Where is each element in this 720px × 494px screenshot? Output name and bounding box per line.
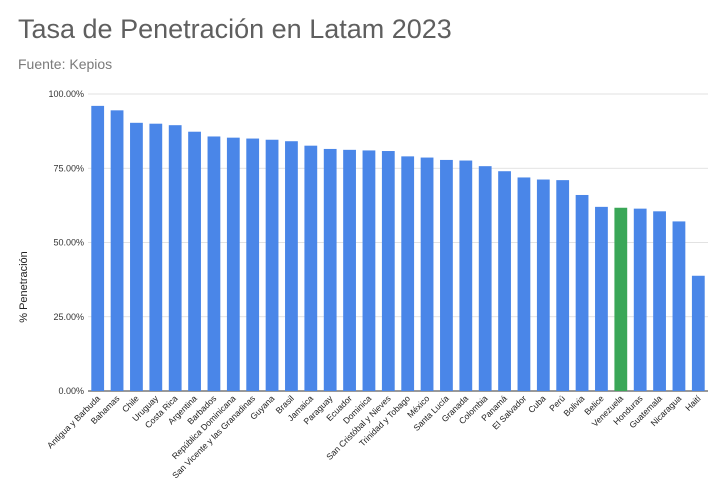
bar (130, 122, 143, 392)
bar (226, 137, 240, 391)
x-tick-label: Haití (683, 393, 703, 413)
bar (362, 150, 376, 391)
bar (575, 194, 589, 391)
bar (420, 157, 434, 391)
bar (614, 207, 628, 391)
bar (478, 166, 492, 391)
bar (459, 160, 473, 391)
x-tick-label: Cuba (526, 393, 548, 415)
bar (246, 138, 260, 391)
x-tick-label: Bolivia (561, 393, 586, 418)
y-tick-label: 75.00% (53, 163, 84, 173)
bar (653, 211, 666, 391)
chart-subtitle: Fuente: Kepios (18, 56, 113, 72)
bar (381, 151, 395, 391)
bar-series (91, 105, 705, 392)
bar (343, 149, 356, 391)
bar (149, 123, 163, 391)
bar (285, 141, 298, 391)
chart-title: Tasa de Penetración en Latam 2023 (18, 14, 452, 44)
bar (440, 159, 453, 391)
x-axis-labels: Antigua y BarbudaBahamasChileUruguayCost… (45, 393, 703, 481)
bar (304, 145, 318, 391)
bar (323, 148, 337, 391)
bar (110, 110, 124, 392)
y-tick-label: 50.00% (53, 238, 84, 248)
y-tick-label: 0.00% (58, 386, 84, 396)
bar (265, 139, 279, 391)
y-axis-ticks: 0.00% 25.00% 50.00% 75.00% 100.00% (48, 89, 84, 396)
bar (498, 171, 511, 391)
bar (672, 221, 686, 391)
y-axis-label: % Penetración (18, 251, 30, 323)
y-tick-label: 25.00% (53, 312, 84, 322)
bar (207, 136, 221, 391)
bar (517, 177, 531, 391)
y-tick-label: 100.00% (48, 89, 84, 99)
bar (556, 180, 570, 391)
bar (595, 206, 608, 391)
bar (91, 105, 105, 391)
bar (401, 156, 415, 391)
bar (188, 131, 201, 391)
bar (691, 275, 705, 391)
bar (633, 208, 647, 391)
bar (168, 125, 182, 391)
bar (536, 179, 550, 391)
